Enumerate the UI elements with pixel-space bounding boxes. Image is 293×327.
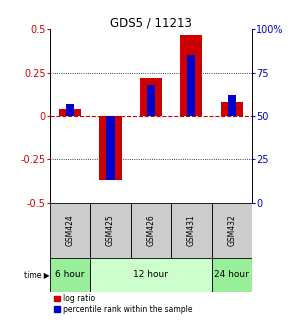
FancyBboxPatch shape — [171, 203, 212, 258]
Bar — [147, 85, 155, 116]
Bar — [221, 102, 243, 116]
FancyBboxPatch shape — [50, 258, 90, 292]
Bar — [59, 109, 81, 116]
Bar — [180, 35, 202, 116]
Text: 24 hour: 24 hour — [214, 270, 249, 279]
FancyBboxPatch shape — [90, 258, 212, 292]
Text: GSM424: GSM424 — [66, 214, 74, 246]
Legend: log ratio, percentile rank within the sample: log ratio, percentile rank within the sa… — [54, 294, 192, 314]
Text: GSM426: GSM426 — [146, 214, 155, 246]
Bar — [99, 116, 122, 180]
FancyBboxPatch shape — [131, 203, 171, 258]
Bar — [66, 104, 74, 116]
Bar — [228, 95, 236, 116]
Text: GSM425: GSM425 — [106, 214, 115, 246]
FancyBboxPatch shape — [212, 203, 252, 258]
Text: time ▶: time ▶ — [24, 270, 50, 279]
FancyBboxPatch shape — [212, 258, 252, 292]
Text: 12 hour: 12 hour — [133, 270, 168, 279]
Text: GSM431: GSM431 — [187, 214, 196, 246]
Bar — [140, 78, 162, 116]
FancyBboxPatch shape — [50, 203, 90, 258]
FancyBboxPatch shape — [90, 203, 131, 258]
Title: GDS5 / 11213: GDS5 / 11213 — [110, 16, 192, 29]
Bar — [106, 116, 115, 180]
Bar — [187, 56, 195, 116]
Text: 6 hour: 6 hour — [55, 270, 85, 279]
Text: GSM432: GSM432 — [227, 214, 236, 246]
